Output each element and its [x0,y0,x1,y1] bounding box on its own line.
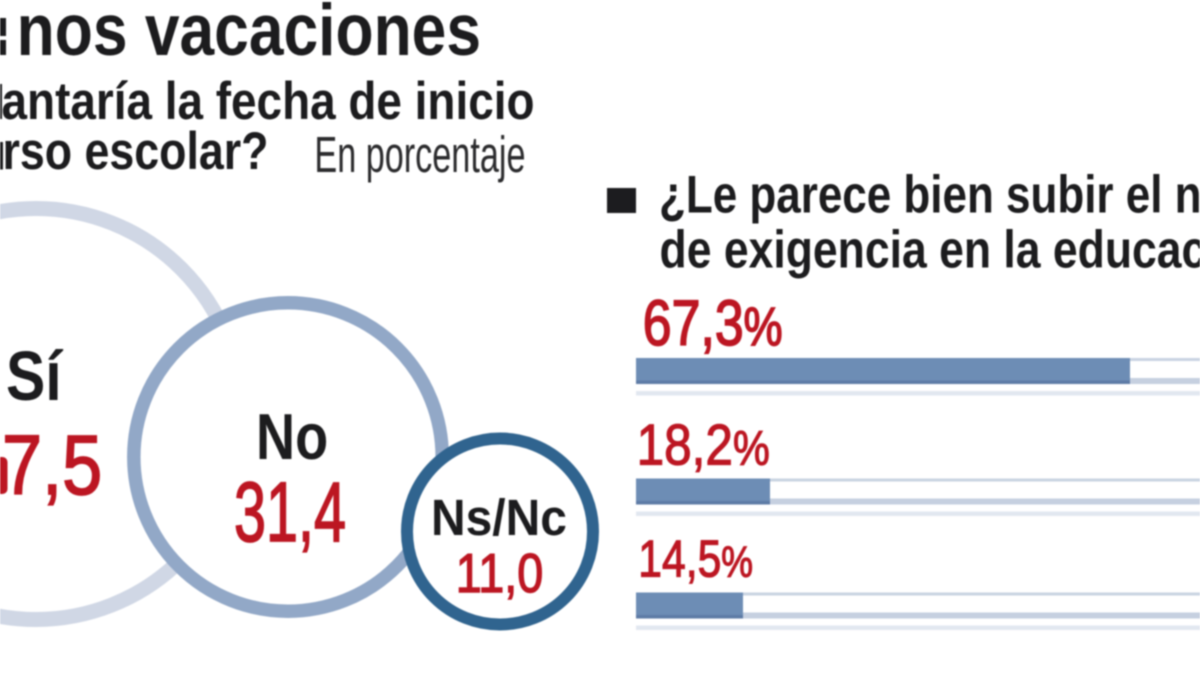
svg-text:nos vacaciones: nos vacaciones [17,0,481,71]
svg-text:31,4: 31,4 [234,466,346,559]
svg-text:No: No [256,400,328,473]
svg-text:11,0: 11,0 [456,542,544,603]
svg-text:18,2%: 18,2% [637,413,770,477]
svg-text:Ns/Nc: Ns/Nc [431,490,567,547]
svg-text:antaría la fecha de inicio: antaría la fecha de inicio [2,71,535,131]
svg-text:Sí: Sí [6,336,64,415]
svg-text:14,5%: 14,5% [638,531,753,589]
svg-text:rso escolar?: rso escolar? [3,123,269,181]
svg-text:de exigencia en la educación?: de exigencia en la educación? [660,221,1200,279]
svg-text:67,3%: 67,3% [643,288,783,359]
svg-text:En porcentaje: En porcentaje [314,127,525,183]
svg-text:¿Le parece bien subir el nivel: ¿Le parece bien subir el nivel [659,166,1200,225]
svg-text:7,5: 7,5 [2,418,102,512]
